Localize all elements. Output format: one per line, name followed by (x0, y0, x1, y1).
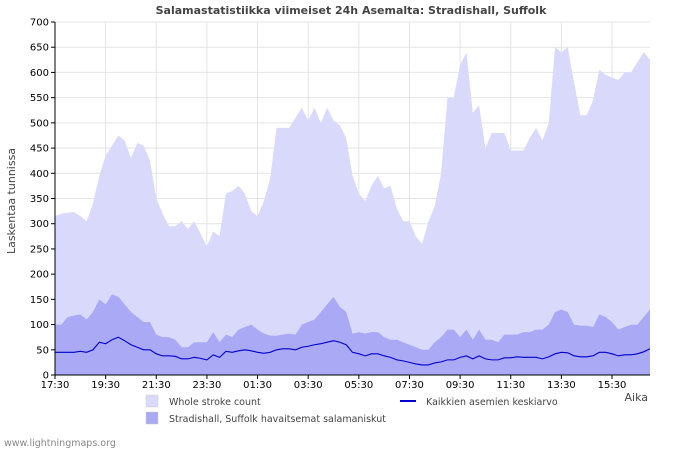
x-tick-label: 17:30 (41, 380, 70, 391)
legend-label-average: Kaikkien asemien keskiarvo (426, 397, 558, 408)
legend-swatch-whole-strokes (145, 394, 159, 408)
average-line (55, 336, 651, 366)
station-strokes-area (55, 294, 650, 375)
y-axis-label: Laskentaa tunnissa (5, 148, 18, 254)
x-tick-label: 05:30 (344, 380, 373, 391)
y-tick-label: 650 (30, 43, 49, 54)
y-tick-label: 500 (30, 118, 49, 129)
y-axis-ticks: 0 50 100 150 200 250 300 350 400 450 500 550 600 650 7… (30, 18, 55, 382)
legend-swatch-station-strokes (145, 411, 159, 425)
x-axis-ticks: 17:30 19:30 21:30 23:30 01:30 03:30 05:30 07:30… (41, 375, 627, 391)
x-tick-label: 11:30 (496, 380, 525, 391)
y-tick-label: 300 (30, 219, 49, 230)
y-tick-label: 400 (30, 169, 49, 180)
whole-stroke-count-area (55, 47, 650, 376)
legend-label-station-strokes: Stradishall, Suffolk havaitsemat salaman… (169, 414, 386, 425)
y-tick-label: 200 (30, 270, 49, 281)
y-tick-label: 450 (30, 144, 49, 155)
x-tick-label: 13:30 (547, 380, 576, 391)
x-tick-label: 07:30 (395, 380, 424, 391)
y-tick-label: 100 (30, 320, 49, 331)
chart-title: Salamastatistiikka viimeiset 24h Asemalt… (156, 4, 547, 17)
y-tick-label: 600 (30, 68, 49, 79)
x-tick-label: 21:30 (142, 380, 171, 391)
footer-credit: www.lightningmaps.org (4, 438, 116, 449)
x-tick-label: 09:30 (446, 380, 475, 391)
x-axis-label: Aika (625, 391, 649, 404)
y-tick-label: 250 (30, 244, 49, 255)
x-tick-label: 19:30 (91, 380, 120, 391)
legend: Whole stroke count Stradishall, Suffolk … (145, 394, 558, 425)
y-tick-label: 550 (30, 93, 49, 104)
y-tick-label: 700 (30, 18, 49, 29)
x-tick-label: 01:30 (243, 380, 272, 391)
x-tick-label: 15:30 (598, 380, 627, 391)
y-tick-label: 150 (30, 295, 49, 306)
series-areas (55, 47, 651, 376)
x-tick-label: 23:30 (193, 380, 222, 391)
legend-label-whole-strokes: Whole stroke count (169, 397, 261, 408)
y-tick-label: 0 (43, 371, 49, 382)
y-tick-label: 50 (36, 345, 49, 356)
y-tick-label: 350 (30, 194, 49, 205)
x-tick-label: 03:30 (294, 380, 323, 391)
